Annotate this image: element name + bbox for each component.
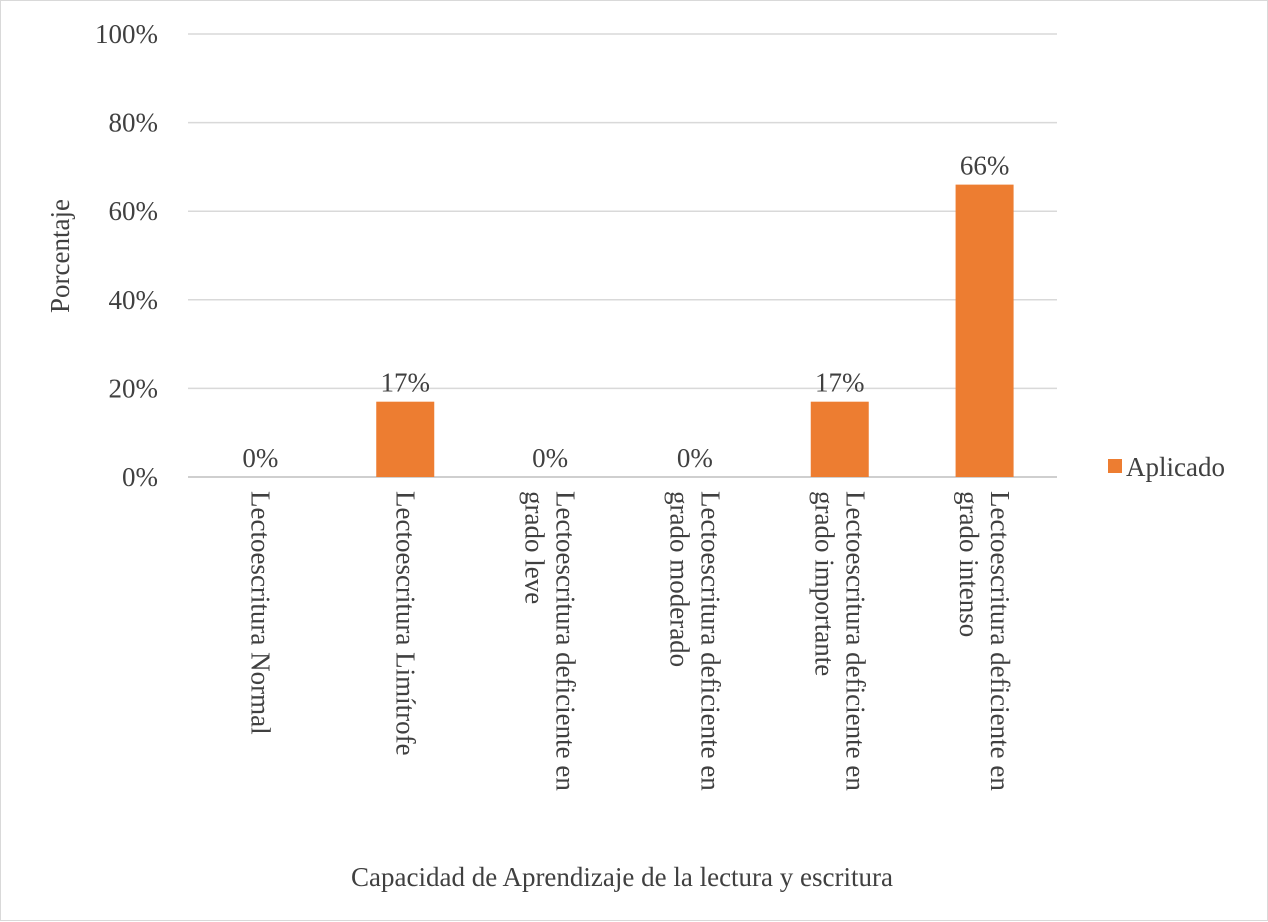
x-category-labels: Lectoescritura Normal Lectoescritura Limí… xyxy=(245,491,1015,791)
x-category-label: grado intenso xyxy=(954,491,984,637)
data-label: 17% xyxy=(381,368,431,398)
x-category-label: Lectoescritura deficiente en xyxy=(695,491,725,791)
x-category-label: grado moderado xyxy=(664,491,694,667)
bar xyxy=(376,401,435,477)
bars xyxy=(376,184,1014,477)
x-category-label: Lectoescritura Normal xyxy=(245,491,275,735)
y-tick-label: 40% xyxy=(109,285,159,315)
data-label: 66% xyxy=(960,151,1010,181)
data-label: 0% xyxy=(242,443,278,473)
gridlines xyxy=(188,33,1057,478)
data-labels: 0% 17% 0% 0% 17% 66% xyxy=(242,151,1009,473)
y-axis-title: Porcentaje xyxy=(45,199,75,313)
bar xyxy=(955,184,1014,477)
y-tick-label: 60% xyxy=(109,196,159,226)
x-category-label: grado importante xyxy=(809,491,839,676)
data-label: 17% xyxy=(815,368,865,398)
y-tick-label: 80% xyxy=(109,108,159,138)
data-label: 0% xyxy=(532,443,568,473)
bar xyxy=(810,401,869,477)
y-tick-label: 0% xyxy=(122,462,158,492)
data-label: 0% xyxy=(677,443,713,473)
x-category-label: Lectoescritura deficiente en xyxy=(551,491,581,791)
y-tick-label: 100% xyxy=(95,19,158,49)
legend-swatch xyxy=(1108,459,1122,473)
legend: Aplicado xyxy=(1108,452,1225,482)
x-category-label: Lectoescritura deficiente en xyxy=(985,491,1015,791)
x-category-label: Lectoescritura Limítrofe xyxy=(390,491,420,756)
y-tick-labels: 0% 20% 40% 60% 80% 100% xyxy=(95,19,158,492)
legend-label: Aplicado xyxy=(1126,452,1225,482)
x-category-label: Lectoescritura deficiente en xyxy=(840,491,870,791)
y-tick-label: 20% xyxy=(109,373,159,403)
x-category-label: grado leve xyxy=(520,491,550,604)
x-axis-title: Capacidad de Aprendizaje de la lectura y… xyxy=(351,862,893,892)
